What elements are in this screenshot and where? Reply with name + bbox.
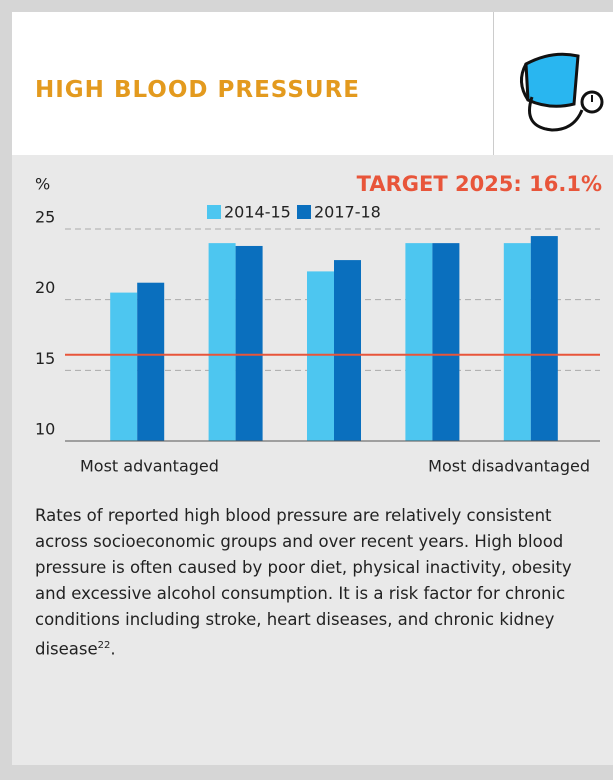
bar: [208, 243, 236, 441]
title: HIGH BLOOD PRESSURE: [35, 77, 360, 103]
y-tick-label: 20: [35, 278, 55, 297]
bar: [530, 236, 558, 441]
y-tick-label: 10: [35, 420, 55, 439]
description: Rates of reported high blood pressure ar…: [35, 503, 595, 663]
description-text: Rates of reported high blood pressure ar…: [35, 506, 572, 659]
legend-label: 2014-15: [224, 203, 291, 222]
bar: [137, 282, 165, 441]
body: % TARGET 2025: 16.1% 10 15 20 25 2014-15 2017-1…: [12, 155, 613, 765]
y-tick-label: 25: [35, 208, 55, 227]
bar: [503, 243, 531, 441]
y-axis-label: %: [35, 175, 50, 194]
x-tick-label: Most advantaged: [80, 457, 219, 476]
divider: [493, 12, 494, 155]
description-end: .: [110, 639, 116, 659]
bar: [235, 245, 263, 441]
icon: [520, 52, 604, 132]
chart: % TARGET 2025: 16.1% 10 15 20 25 2014-15 2017-1…: [35, 172, 602, 476]
bar: [307, 271, 334, 441]
header: HIGH BLOOD PRESSURE: [12, 12, 613, 155]
legend-swatch: [297, 205, 311, 219]
x-tick-label: Most disadvantaged: [428, 457, 590, 476]
legend-swatch: [207, 205, 221, 219]
bar: [405, 243, 433, 441]
target-label: TARGET 2025: 16.1%: [357, 172, 602, 196]
y-tick-label: 15: [35, 349, 55, 368]
bar: [432, 243, 460, 441]
bar: [110, 292, 138, 441]
legend-label: 2017-18: [314, 203, 381, 222]
footnote: 22: [97, 640, 111, 651]
bar: [334, 260, 361, 441]
